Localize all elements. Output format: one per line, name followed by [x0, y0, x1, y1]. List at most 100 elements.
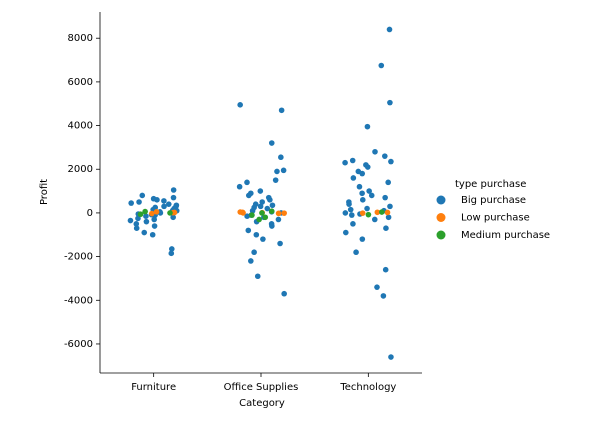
point	[355, 168, 362, 175]
point	[269, 223, 275, 229]
legend-marker	[436, 195, 446, 205]
point	[386, 26, 393, 33]
point	[269, 202, 276, 209]
point	[275, 216, 282, 223]
point	[385, 214, 392, 221]
y-tick-label: 4000	[68, 121, 93, 132]
point	[268, 140, 275, 146]
point	[378, 209, 385, 215]
point	[240, 210, 246, 216]
point	[248, 258, 254, 264]
point	[382, 194, 388, 201]
point	[150, 195, 157, 202]
point	[170, 194, 177, 201]
point	[264, 205, 271, 212]
point	[127, 217, 134, 224]
y-tick-label: -4000	[64, 295, 93, 306]
point	[378, 62, 385, 69]
point	[128, 200, 134, 206]
legend-label: Big purchase	[461, 195, 526, 206]
point	[133, 221, 140, 227]
point	[149, 231, 156, 238]
point	[368, 192, 375, 199]
point	[387, 203, 393, 210]
point	[267, 197, 273, 203]
point	[245, 227, 252, 234]
y-tick-label: -6000	[64, 339, 93, 350]
point	[356, 183, 363, 190]
point	[244, 179, 250, 186]
point	[383, 225, 389, 232]
point	[350, 221, 356, 227]
point	[382, 266, 389, 273]
point	[359, 190, 365, 197]
point	[348, 212, 355, 218]
point	[141, 229, 148, 236]
point	[278, 107, 285, 114]
point	[245, 192, 252, 199]
legend-marker	[436, 213, 446, 222]
point	[257, 188, 264, 194]
point	[149, 210, 155, 217]
y-tick-label: -2000	[64, 252, 93, 263]
point	[385, 179, 391, 186]
legend-label: Medium purchase	[461, 230, 550, 241]
point	[254, 273, 261, 280]
point	[165, 201, 172, 207]
point	[169, 246, 175, 252]
point	[384, 209, 391, 216]
point	[366, 188, 372, 194]
y-tick-label: 0	[87, 208, 93, 219]
point	[143, 218, 150, 225]
point	[359, 210, 366, 216]
point	[382, 153, 388, 159]
point	[262, 214, 269, 221]
legend-marker	[436, 230, 446, 240]
point	[280, 167, 287, 174]
point	[236, 183, 243, 190]
legend-title: type purchase	[455, 179, 526, 190]
point	[342, 210, 349, 216]
point	[364, 123, 371, 130]
point	[168, 250, 175, 257]
point	[342, 159, 348, 166]
point	[275, 210, 282, 217]
point	[139, 192, 146, 199]
point	[374, 209, 381, 216]
y-axis-label: Profit	[39, 179, 50, 205]
point	[380, 293, 387, 299]
point	[342, 229, 349, 236]
point	[153, 209, 160, 215]
point	[347, 206, 354, 213]
point	[136, 199, 142, 205]
point	[346, 201, 352, 207]
point	[359, 236, 366, 242]
x-axis-label: Category	[239, 398, 285, 409]
point	[137, 211, 144, 218]
point	[372, 148, 378, 155]
point	[364, 205, 370, 212]
point	[257, 203, 264, 210]
point	[237, 102, 243, 108]
point	[259, 199, 265, 205]
point	[170, 214, 176, 221]
point	[167, 210, 173, 216]
point	[388, 158, 394, 165]
point	[268, 208, 275, 214]
point	[365, 211, 372, 218]
point	[374, 284, 380, 290]
legend-label: Low purchase	[461, 213, 530, 224]
point	[251, 204, 257, 211]
x-tick-label: Technology	[339, 382, 396, 393]
point	[350, 175, 357, 181]
x-tick-label: Furniture	[131, 382, 176, 393]
point	[256, 216, 262, 223]
point	[363, 162, 369, 168]
point	[281, 210, 287, 216]
y-tick-label: 2000	[68, 164, 93, 175]
point	[359, 197, 366, 203]
point	[249, 212, 255, 218]
point	[161, 198, 167, 204]
point	[161, 203, 167, 210]
